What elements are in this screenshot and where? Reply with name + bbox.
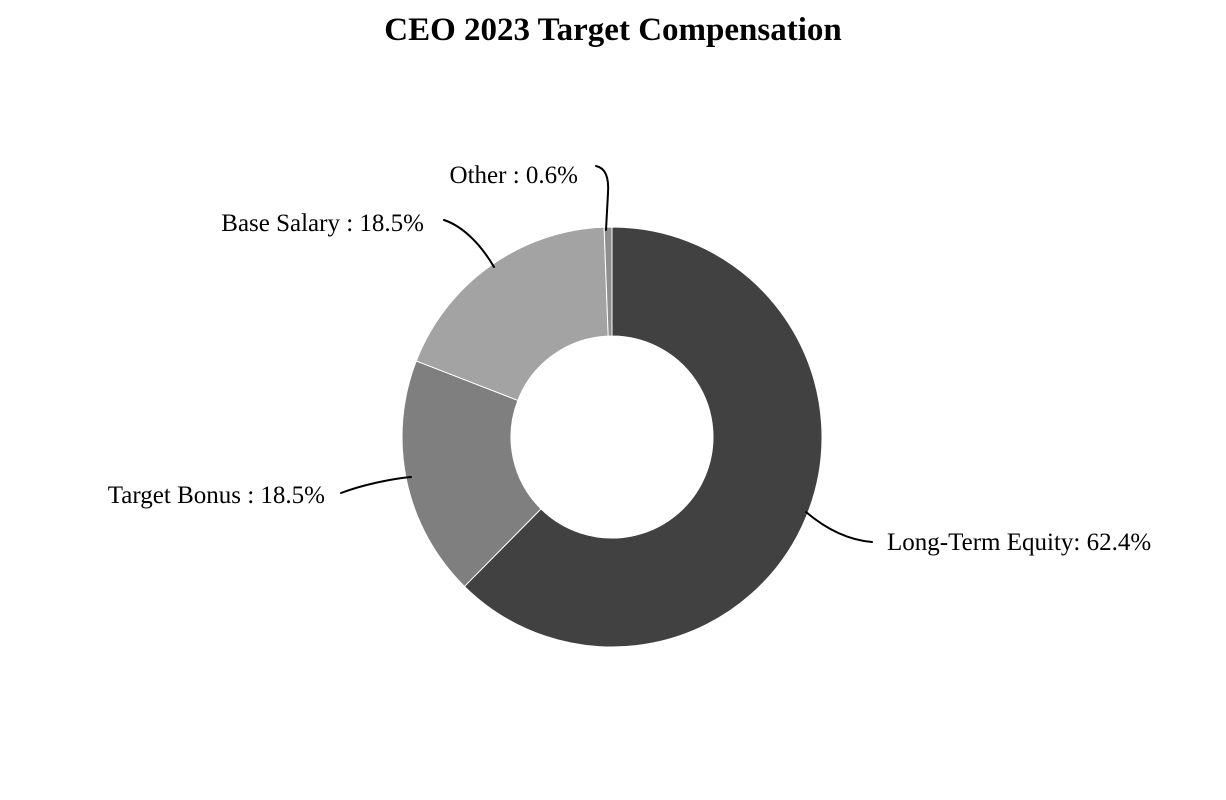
leader-line-other [595, 165, 610, 231]
leader-lines [340, 165, 873, 543]
slice-target-bonus [401, 360, 542, 588]
chart-title: CEO 2023 Target Compensation [384, 12, 842, 48]
data-label-other: Other : 0.6% [449, 162, 578, 189]
data-label-target-bonus: Target Bonus : 18.5% [107, 482, 325, 509]
data-label-long-term-equity: Long-Term Equity: 62.4% [887, 529, 1152, 556]
slice-long-term-equity [463, 226, 823, 648]
slice-base-salary [415, 226, 609, 402]
leader-line-base-salary [443, 219, 495, 268]
leader-line-long-term-equity [805, 511, 873, 543]
leader-line-target-bonus [340, 476, 412, 494]
donut-slices [401, 226, 823, 648]
data-label-base-salary: Base Salary : 18.5% [221, 210, 424, 237]
